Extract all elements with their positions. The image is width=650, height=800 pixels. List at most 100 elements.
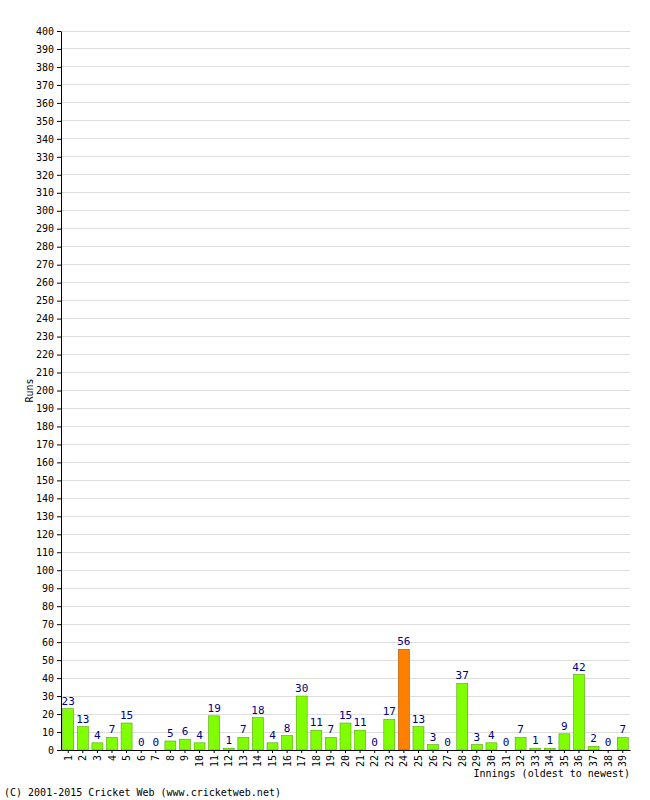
x-tick: 19	[325, 750, 336, 767]
data-label: 6	[182, 725, 189, 738]
y-tick-mark	[57, 211, 61, 212]
y-tick-mark	[57, 139, 61, 140]
y-tick-label: 290	[36, 223, 54, 234]
y-tick: 320	[36, 170, 61, 181]
x-tick: 3	[92, 750, 103, 761]
grid-line	[61, 246, 630, 247]
y-tick-mark	[57, 193, 61, 194]
data-label: 7	[619, 723, 626, 736]
x-tick: 9	[179, 750, 190, 761]
grid-line	[61, 462, 630, 463]
y-tick: 350	[36, 116, 61, 127]
bar	[428, 745, 439, 750]
data-label: 0	[605, 736, 612, 749]
x-tick-mark	[593, 750, 594, 753]
y-tick-mark	[57, 175, 61, 176]
x-tick-label: 7	[150, 755, 161, 761]
y-tick-label: 250	[36, 295, 54, 306]
x-tick-label: 15	[267, 755, 278, 767]
y-tick-mark	[57, 319, 61, 320]
bar	[209, 716, 220, 750]
bar	[515, 737, 526, 750]
y-tick-label: 220	[36, 349, 54, 360]
x-tick: 31	[501, 750, 512, 767]
bar	[369, 750, 380, 751]
x-tick-label: 9	[179, 755, 190, 761]
x-tick-label: 12	[223, 755, 234, 767]
y-tick: 100	[36, 565, 61, 576]
y-tick-mark	[57, 552, 61, 553]
y-tick-label: 260	[36, 277, 54, 288]
data-label: 56	[397, 635, 410, 648]
y-tick-label: 400	[36, 26, 54, 37]
y-tick: 380	[36, 62, 61, 73]
x-tick: 34	[544, 750, 555, 767]
x-tick-label: 16	[282, 755, 293, 767]
y-tick-mark	[57, 750, 61, 751]
grid-line	[61, 642, 630, 643]
x-tick: 22	[369, 750, 380, 767]
x-axis-title: Innings (oldest to newest)	[473, 768, 630, 779]
x-tick-label: 30	[486, 755, 497, 767]
y-tick: 150	[36, 475, 61, 486]
x-tick: 15	[267, 750, 278, 767]
grid-line	[61, 660, 630, 661]
bar	[384, 719, 395, 750]
y-tick-mark	[57, 534, 61, 535]
x-tick-label: 28	[457, 755, 468, 767]
x-tick-mark	[228, 750, 229, 753]
grid-line	[61, 48, 630, 49]
y-tick-mark	[57, 426, 61, 427]
bar	[92, 743, 103, 750]
y-tick: 250	[36, 295, 61, 306]
y-tick-mark	[57, 660, 61, 661]
x-tick-label: 37	[588, 755, 599, 767]
y-tick-label: 360	[36, 98, 54, 109]
y-tick: 210	[36, 367, 61, 378]
y-tick-label: 70	[42, 619, 54, 630]
bars	[63, 649, 628, 750]
x-tick-label: 2	[77, 755, 88, 761]
x-tick-label: 10	[194, 755, 205, 767]
y-tick-label: 30	[42, 691, 54, 702]
y-tick-mark	[57, 570, 61, 571]
y-tick-mark	[57, 714, 61, 715]
data-label: 11	[310, 716, 323, 729]
data-label: 0	[152, 736, 159, 749]
data-label: 4	[488, 729, 495, 742]
data-label: 1	[532, 734, 539, 747]
x-tick: 27	[442, 750, 453, 767]
data-label: 2	[590, 732, 597, 745]
x-tick: 6	[136, 750, 147, 761]
grid-line	[61, 444, 630, 445]
y-tick-mark	[57, 229, 61, 230]
x-tick-label: 36	[573, 755, 584, 767]
x-tick: 25	[413, 750, 424, 767]
x-tick: 21	[355, 750, 366, 767]
y-tick-mark	[57, 588, 61, 589]
data-label: 4	[94, 729, 101, 742]
grid-line	[61, 84, 630, 85]
x-tick-mark	[257, 750, 258, 753]
y-tick-label: 10	[42, 727, 54, 738]
bar	[486, 743, 497, 750]
y-tick: 370	[36, 80, 61, 91]
x-tick-mark	[433, 750, 434, 753]
x-tick-mark	[330, 750, 331, 753]
y-tick: 220	[36, 349, 61, 360]
y-tick-mark	[57, 624, 61, 625]
grid-line	[61, 210, 630, 211]
data-label: 23	[62, 695, 75, 708]
bar	[311, 730, 322, 750]
grid-line	[61, 408, 630, 409]
x-tick-mark	[520, 750, 521, 753]
x-tick-label: 33	[530, 755, 541, 767]
x-tick-mark	[141, 750, 142, 753]
x-tick: 26	[428, 750, 439, 767]
x-tick: 36	[573, 750, 584, 767]
y-tick-label: 280	[36, 241, 54, 252]
bar	[617, 737, 628, 750]
annotation: (C) 2001-2015 Cricket Web (www.cricketwe…	[4, 787, 281, 798]
y-tick-label: 320	[36, 170, 54, 181]
y-tick: 200	[36, 385, 61, 396]
